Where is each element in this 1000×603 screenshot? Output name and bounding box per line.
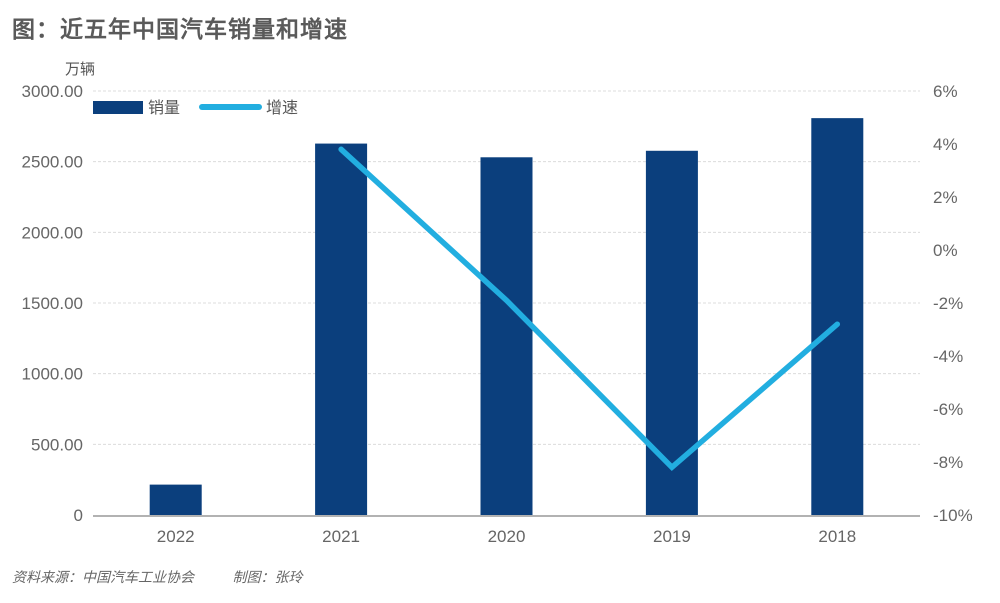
left-axis-tick-label: 3000.00 xyxy=(22,82,83,101)
legend-label-sales: 销量 xyxy=(148,98,180,117)
bar-2019 xyxy=(645,150,698,515)
gridlines xyxy=(93,90,920,445)
chart-title: 图：近五年中国汽车销量和增速 xyxy=(12,17,348,43)
left-axis-tick-label: 2000.00 xyxy=(22,223,83,242)
right-axis: 6% 4% 2% 0% -2% -4% -6% -8% -10% xyxy=(933,82,973,525)
right-axis-tick-label: 2% xyxy=(933,188,958,207)
x-axis-tick-label: 2019 xyxy=(653,527,691,546)
bar-2022 xyxy=(149,484,202,515)
left-axis-unit: 万辆 xyxy=(65,60,95,78)
right-axis-tick-label: -2% xyxy=(933,294,963,313)
right-axis-tick-label: -4% xyxy=(933,347,963,366)
right-axis-tick-label: 4% xyxy=(933,135,958,154)
footer: 资料来源：中国汽车工业协会 制图：张玲 xyxy=(12,567,336,587)
left-axis: 0 500.00 1000.00 1500.00 2000.00 2500.00 3000.… xyxy=(22,82,83,525)
left-axis-tick-label: 1000.00 xyxy=(22,365,83,384)
growth-line xyxy=(338,146,841,472)
x-axis-tick-label: 2022 xyxy=(157,527,195,546)
right-axis-tick-label: 6% xyxy=(933,82,958,101)
left-axis-tick-label: 500.00 xyxy=(31,435,83,454)
author-note: 制图：张玲 xyxy=(232,570,303,586)
bar-2020 xyxy=(480,157,533,515)
left-axis-tick-label: 1500.00 xyxy=(22,294,83,313)
bar-2021 xyxy=(315,143,368,516)
bar-2018 xyxy=(811,118,864,516)
left-axis-tick-label: 0 xyxy=(74,506,83,525)
x-axis-tick-label: 2021 xyxy=(322,527,360,546)
right-axis-tick-label: -8% xyxy=(933,453,963,472)
x-axis-tick-label: 2018 xyxy=(818,527,856,546)
right-axis-tick-label: 0% xyxy=(933,241,958,260)
source-note: 资料来源：中国汽车工业协会 xyxy=(12,570,194,586)
legend-swatch-bar xyxy=(93,101,143,114)
line-series xyxy=(338,146,841,472)
x-axis-tick-label: 2020 xyxy=(488,527,526,546)
bar-series xyxy=(149,118,864,516)
legend: 销量 增速 xyxy=(93,98,298,117)
right-axis-tick-label: -6% xyxy=(933,400,963,419)
legend-label-growth: 增速 xyxy=(266,98,298,117)
right-axis-tick-label: -10% xyxy=(933,506,973,525)
x-axis: 2022 2021 2020 2019 2018 xyxy=(93,515,920,546)
left-axis-tick-label: 2500.00 xyxy=(22,153,83,172)
